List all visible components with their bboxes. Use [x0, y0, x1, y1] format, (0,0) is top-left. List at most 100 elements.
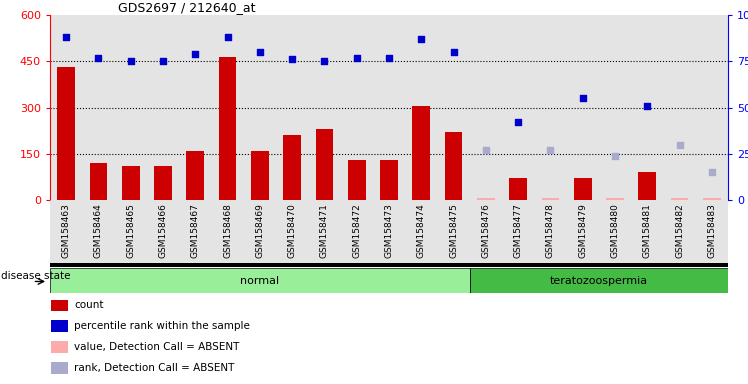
Bar [445, 132, 462, 200]
Bar [50, 15, 82, 200]
Text: GSM158472: GSM158472 [352, 203, 361, 258]
Bar [50, 200, 82, 265]
Bar [251, 151, 269, 200]
Point [512, 119, 524, 125]
Bar [244, 15, 276, 200]
Text: GSM158474: GSM158474 [417, 203, 426, 258]
Bar [412, 106, 430, 200]
Bar [348, 160, 366, 200]
Bar [51, 300, 67, 311]
Bar [470, 15, 502, 200]
Bar [631, 200, 663, 265]
Bar [599, 200, 631, 265]
Bar [147, 200, 179, 265]
Bar [51, 320, 67, 332]
Point [383, 55, 395, 61]
Text: GSM158478: GSM158478 [546, 203, 555, 258]
Text: GSM158467: GSM158467 [191, 203, 200, 258]
Bar [308, 200, 340, 265]
Bar [179, 200, 212, 265]
Bar [373, 15, 405, 200]
Bar [566, 200, 599, 265]
Bar [90, 163, 107, 200]
Point [60, 34, 72, 40]
Bar [122, 166, 140, 200]
Bar [566, 15, 599, 200]
Text: value, Detection Call = ABSENT: value, Detection Call = ABSENT [74, 342, 240, 352]
Text: disease state: disease state [1, 271, 70, 281]
Bar [51, 341, 67, 353]
Text: GSM158476: GSM158476 [482, 203, 491, 258]
Bar [606, 199, 624, 200]
Bar [340, 200, 373, 265]
Bar [51, 362, 67, 374]
Point [189, 51, 201, 57]
Point [319, 58, 331, 65]
Bar [179, 15, 212, 200]
Point [415, 36, 427, 42]
Text: GSM158483: GSM158483 [708, 203, 717, 258]
Bar [470, 200, 502, 265]
Text: GSM158479: GSM158479 [578, 203, 587, 258]
Point [254, 49, 266, 55]
Bar [574, 179, 592, 200]
Text: GDS2697 / 212640_at: GDS2697 / 212640_at [117, 1, 255, 14]
Bar [218, 56, 236, 200]
Text: GSM158464: GSM158464 [94, 203, 103, 258]
Point [447, 49, 459, 55]
Point [125, 58, 137, 65]
Bar [316, 129, 334, 200]
Point [286, 56, 298, 63]
Text: GSM158482: GSM158482 [675, 203, 684, 258]
Bar [542, 199, 560, 200]
Text: GSM158480: GSM158480 [610, 203, 619, 258]
Text: GSM158481: GSM158481 [643, 203, 652, 258]
Bar [599, 15, 631, 200]
Bar [114, 200, 147, 265]
Bar [82, 15, 114, 200]
Point [674, 141, 686, 147]
Bar [340, 15, 373, 200]
Text: GSM158471: GSM158471 [320, 203, 329, 258]
Text: rank, Detection Call = ABSENT: rank, Detection Call = ABSENT [74, 363, 235, 373]
Bar [663, 15, 696, 200]
Bar [696, 15, 728, 200]
Text: GSM158469: GSM158469 [255, 203, 264, 258]
Point [609, 152, 621, 159]
Bar [212, 200, 244, 265]
Bar [631, 15, 663, 200]
Bar [58, 68, 75, 200]
Text: GSM158466: GSM158466 [159, 203, 168, 258]
Text: GSM158468: GSM158468 [223, 203, 232, 258]
Bar [502, 15, 534, 200]
Bar [470, 268, 728, 293]
Text: GSM158473: GSM158473 [384, 203, 393, 258]
Bar [703, 199, 721, 200]
Text: count: count [74, 300, 104, 310]
Bar [186, 151, 204, 200]
Bar [283, 135, 301, 200]
Text: teratozoospermia: teratozoospermia [550, 275, 648, 285]
Text: percentile rank within the sample: percentile rank within the sample [74, 321, 251, 331]
Bar [477, 199, 494, 200]
Bar [50, 268, 470, 293]
Bar [82, 200, 114, 265]
Bar [212, 15, 244, 200]
Bar [696, 200, 728, 265]
Point [157, 58, 169, 65]
Bar [502, 200, 534, 265]
Point [351, 55, 363, 61]
Text: normal: normal [240, 275, 280, 285]
Text: GSM158477: GSM158477 [514, 203, 523, 258]
Point [93, 55, 105, 61]
Bar [671, 199, 688, 200]
Point [577, 95, 589, 101]
Bar [244, 200, 276, 265]
Bar [663, 200, 696, 265]
Bar [534, 200, 566, 265]
Point [545, 147, 557, 153]
Text: GSM158475: GSM158475 [449, 203, 458, 258]
Bar [405, 200, 438, 265]
Bar [509, 179, 527, 200]
Text: GSM158465: GSM158465 [126, 203, 135, 258]
